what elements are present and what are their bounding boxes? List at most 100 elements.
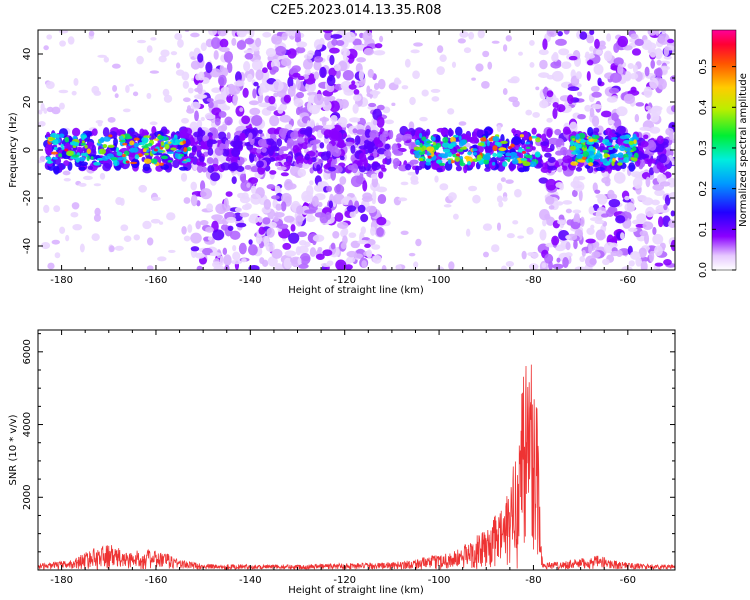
heatmap-cell [602,158,608,164]
heatmap-cell [290,224,296,232]
heatmap-cell [211,87,222,93]
heatmap-cell [283,179,293,191]
heatmap-cell [453,134,459,138]
heatmap-cell [97,121,103,127]
heatmap-cell [492,136,500,142]
heatmap-cell [557,31,563,37]
heatmap-cell [307,91,318,97]
heatmap-cell [133,234,141,241]
heatmap-cell [256,148,262,154]
heatmap-cell [624,202,636,213]
heatmap-cell [647,158,657,164]
heatmap-cell [447,108,455,115]
heatmap-cell [614,143,620,150]
heatmap-cell [539,229,547,241]
heatmap-cell [336,221,349,229]
heatmap-cell [522,130,529,141]
heatmap-cell [600,110,612,118]
heatmap-cell [565,241,571,251]
heatmap-cell [670,239,675,252]
heatmap-cell [335,39,345,47]
heatmap-cell [265,47,277,57]
heatmap-cell [655,30,660,36]
heatmap-cell [486,140,490,147]
heatmap-cell [221,148,230,157]
heatmap-cell [282,242,292,250]
heatmap-cell [211,37,221,50]
heatmap-cell [669,75,675,82]
heatmap-cell [609,72,622,83]
heatmap-cell [70,211,79,218]
heatmap-cell [431,136,436,141]
heatmap-cell [330,34,343,39]
heatmap-cell [58,89,69,94]
heatmap-cell [585,238,596,244]
heatmap-cell [196,265,203,270]
heatmap-cell [313,56,324,63]
heatmap-cell [623,93,636,105]
heatmap-cell [517,235,525,239]
heatmap-cell [408,252,416,257]
heatmap-cell [262,217,271,225]
heatmap-cell [589,46,594,52]
heatmap-cell [664,194,671,206]
heatmap-cell [346,205,357,212]
heatmap-cell [659,65,671,71]
heatmap-cell [327,166,336,172]
heatmap-cell [556,257,561,263]
heatmap-cell [149,70,160,74]
heatmap-cell [593,127,600,134]
heatmap-cell [514,188,522,198]
snr-frame [37,329,676,571]
heatmap-cell [167,141,172,144]
heatmap-cell [628,140,634,145]
heatmap-cell [435,142,442,148]
heatmap-cell [632,157,638,162]
heatmap-cell [159,162,164,166]
heatmap-cell [319,66,327,79]
heatmap-cell [115,147,120,153]
heatmap-cell [448,192,457,201]
heatmap-cell [58,163,64,171]
colorbar-tick-label: 0.0 [698,262,709,278]
heatmap-cell [281,32,288,41]
heatmap-cell [539,59,548,70]
heatmap-cell [143,137,149,144]
heatmap-cell [377,78,386,90]
heatmap-cell [595,194,606,199]
heatmap-cell [353,89,360,95]
heatmap-cell [579,31,588,40]
heatmap-cell [63,178,71,182]
heatmap-cell [277,223,289,230]
heatmap-cell [327,95,336,101]
heatmap-cell [548,205,555,210]
heatmap-cell [241,258,247,263]
heatmap-xtick-label: -180 [50,275,73,286]
heatmap-cell [214,117,221,126]
colorbar-tick-label: 0.1 [698,221,709,237]
heatmap-cell [508,163,517,171]
heatmap-cell [589,217,602,222]
heatmap-cell [645,105,652,111]
heatmap-ytick-label: 20 [22,96,33,109]
heatmap-cell [555,181,564,189]
heatmap-cell [617,35,629,48]
heatmap-cell [441,155,448,159]
heatmap-cell [123,133,131,140]
heatmap-cell [44,145,52,154]
heatmap-cell [471,132,478,140]
heatmap-ytick-label: -40 [22,238,33,254]
heatmap-cell [635,102,645,107]
heatmap-cell [79,243,85,253]
heatmap-cell [393,79,402,85]
heatmap-cell [114,93,119,99]
heatmap-cell [482,251,489,258]
heatmap-cell [58,153,63,158]
heatmap-cell [93,214,102,222]
colorbar-gradient [711,29,737,271]
heatmap-cell [201,166,208,173]
heatmap-cell [309,247,317,258]
heatmap-cell [236,222,247,228]
heatmap-cell [595,229,606,241]
heatmap-cell [265,241,275,252]
